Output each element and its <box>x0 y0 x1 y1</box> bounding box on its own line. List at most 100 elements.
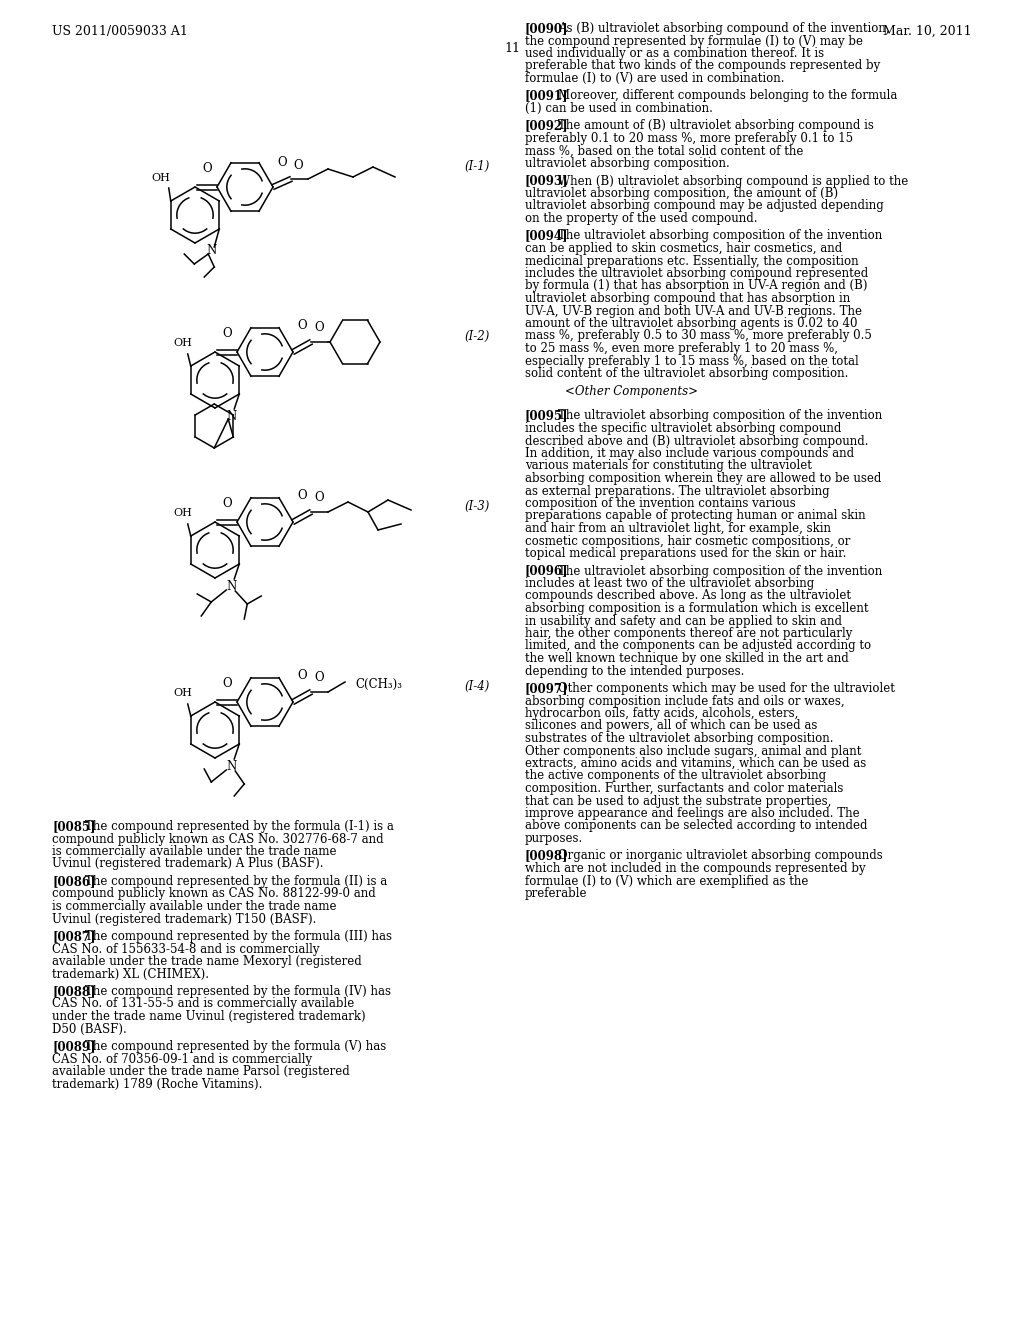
Text: <Other Components>: <Other Components> <box>565 384 698 397</box>
Text: and hair from an ultraviolet light, for example, skin: and hair from an ultraviolet light, for … <box>525 521 831 535</box>
Text: CAS No. of 155633-54-8 and is commercially: CAS No. of 155633-54-8 and is commercial… <box>52 942 319 956</box>
Text: limited, and the components can be adjusted according to: limited, and the components can be adjus… <box>525 639 871 652</box>
Text: OH: OH <box>173 508 193 517</box>
Text: O: O <box>278 156 287 169</box>
Text: medicinal preparations etc. Essentially, the composition: medicinal preparations etc. Essentially,… <box>525 255 859 268</box>
Text: [0096]: [0096] <box>525 565 568 578</box>
Text: [0086]: [0086] <box>52 875 95 888</box>
Text: 11: 11 <box>504 42 520 55</box>
Text: [0093]: [0093] <box>525 174 568 187</box>
Text: US 2011/0059033 A1: US 2011/0059033 A1 <box>52 25 187 38</box>
Text: various materials for constituting the ultraviolet: various materials for constituting the u… <box>525 459 812 473</box>
Text: OH: OH <box>152 173 170 183</box>
Text: preferable: preferable <box>525 887 588 900</box>
Text: OH: OH <box>173 688 193 698</box>
Text: CAS No. of 131-55-5 and is commercially available: CAS No. of 131-55-5 and is commercially … <box>52 998 354 1011</box>
Text: Mar. 10, 2011: Mar. 10, 2011 <box>884 25 972 38</box>
Text: preferably 0.1 to 20 mass %, more preferably 0.1 to 15: preferably 0.1 to 20 mass %, more prefer… <box>525 132 853 145</box>
Text: ultraviolet absorbing compound that has absorption in: ultraviolet absorbing compound that has … <box>525 292 850 305</box>
Text: compounds described above. As long as the ultraviolet: compounds described above. As long as th… <box>525 590 851 602</box>
Text: compound publicly known as CAS No. 88122-99-0 and: compound publicly known as CAS No. 88122… <box>52 887 376 900</box>
Text: O: O <box>297 488 307 502</box>
Text: In addition, it may also include various compounds and: In addition, it may also include various… <box>525 447 854 459</box>
Text: topical medical preparations used for the skin or hair.: topical medical preparations used for th… <box>525 546 847 560</box>
Text: (I-1): (I-1) <box>465 160 490 173</box>
Text: composition. Further, surfactants and color materials: composition. Further, surfactants and co… <box>525 781 844 795</box>
Text: Moreover, different compounds belonging to the formula: Moreover, different compounds belonging … <box>558 90 897 103</box>
Text: includes the ultraviolet absorbing compound represented: includes the ultraviolet absorbing compo… <box>525 267 868 280</box>
Text: hair, the other components thereof are not particularly: hair, the other components thereof are n… <box>525 627 852 640</box>
Text: [0085]: [0085] <box>52 820 95 833</box>
Text: absorbing composition is a formulation which is excellent: absorbing composition is a formulation w… <box>525 602 868 615</box>
Text: The amount of (B) ultraviolet absorbing compound is: The amount of (B) ultraviolet absorbing … <box>558 120 873 132</box>
Text: (I-2): (I-2) <box>465 330 490 343</box>
Text: purposes.: purposes. <box>525 832 584 845</box>
Text: O: O <box>222 498 231 510</box>
Text: O: O <box>297 319 307 333</box>
Text: The ultraviolet absorbing composition of the invention: The ultraviolet absorbing composition of… <box>558 230 882 243</box>
Text: O: O <box>293 158 303 172</box>
Text: The ultraviolet absorbing composition of the invention: The ultraviolet absorbing composition of… <box>558 565 882 578</box>
Text: N: N <box>226 409 237 422</box>
Text: Other components also include sugars, animal and plant: Other components also include sugars, an… <box>525 744 861 758</box>
Text: which are not included in the compounds represented by: which are not included in the compounds … <box>525 862 865 875</box>
Text: by formula (1) that has absorption in UV-A region and (B): by formula (1) that has absorption in UV… <box>525 280 867 293</box>
Text: ultraviolet absorbing compound may be adjusted depending: ultraviolet absorbing compound may be ad… <box>525 199 884 213</box>
Text: substrates of the ultraviolet absorbing composition.: substrates of the ultraviolet absorbing … <box>525 733 834 744</box>
Text: [0089]: [0089] <box>52 1040 95 1053</box>
Text: in usability and safety and can be applied to skin and: in usability and safety and can be appli… <box>525 615 842 627</box>
Text: composition of the invention contains various: composition of the invention contains va… <box>525 498 796 510</box>
Text: silicones and powers, all of which can be used as: silicones and powers, all of which can b… <box>525 719 817 733</box>
Text: OH: OH <box>173 338 193 348</box>
Text: N: N <box>226 759 237 772</box>
Text: used individually or as a combination thereof. It is: used individually or as a combination th… <box>525 48 824 59</box>
Text: N: N <box>226 579 237 593</box>
Text: O: O <box>314 321 324 334</box>
Text: The compound represented by the formula (V) has: The compound represented by the formula … <box>85 1040 386 1053</box>
Text: mass %, based on the total solid content of the: mass %, based on the total solid content… <box>525 144 804 157</box>
Text: can be applied to skin cosmetics, hair cosmetics, and: can be applied to skin cosmetics, hair c… <box>525 242 843 255</box>
Text: O: O <box>314 671 324 684</box>
Text: preferable that two kinds of the compounds represented by: preferable that two kinds of the compoun… <box>525 59 881 73</box>
Text: Uvinul (registered trademark) A Plus (BASF).: Uvinul (registered trademark) A Plus (BA… <box>52 858 324 870</box>
Text: trademark) 1789 (Roche Vitamins).: trademark) 1789 (Roche Vitamins). <box>52 1077 262 1090</box>
Text: as external preparations. The ultraviolet absorbing: as external preparations. The ultraviole… <box>525 484 829 498</box>
Text: the compound represented by formulae (I) to (V) may be: the compound represented by formulae (I)… <box>525 34 863 48</box>
Text: O: O <box>222 327 231 341</box>
Text: solid content of the ultraviolet absorbing composition.: solid content of the ultraviolet absorbi… <box>525 367 848 380</box>
Text: available under the trade name Mexoryl (registered: available under the trade name Mexoryl (… <box>52 954 361 968</box>
Text: [0094]: [0094] <box>525 230 568 243</box>
Text: ultraviolet absorbing composition, the amount of (B): ultraviolet absorbing composition, the a… <box>525 187 838 201</box>
Text: under the trade name Uvinul (registered trademark): under the trade name Uvinul (registered … <box>52 1010 366 1023</box>
Text: cosmetic compositions, hair cosmetic compositions, or: cosmetic compositions, hair cosmetic com… <box>525 535 850 548</box>
Text: includes at least two of the ultraviolet absorbing: includes at least two of the ultraviolet… <box>525 577 814 590</box>
Text: UV-A, UV-B region and both UV-A and UV-B regions. The: UV-A, UV-B region and both UV-A and UV-B… <box>525 305 862 318</box>
Text: the active components of the ultraviolet absorbing: the active components of the ultraviolet… <box>525 770 826 783</box>
Text: extracts, amino acids and vitamins, which can be used as: extracts, amino acids and vitamins, whic… <box>525 756 866 770</box>
Text: Other components which may be used for the ultraviolet: Other components which may be used for t… <box>558 682 895 696</box>
Text: C(CH₃)₃: C(CH₃)₃ <box>355 677 402 690</box>
Text: mass %, preferably 0.5 to 30 mass %, more preferably 0.5: mass %, preferably 0.5 to 30 mass %, mor… <box>525 330 871 342</box>
Text: [0087]: [0087] <box>52 931 95 942</box>
Text: The compound represented by the formula (IV) has: The compound represented by the formula … <box>85 985 391 998</box>
Text: D50 (BASF).: D50 (BASF). <box>52 1023 127 1035</box>
Text: ultraviolet absorbing composition.: ultraviolet absorbing composition. <box>525 157 730 170</box>
Text: O: O <box>314 491 324 504</box>
Text: The ultraviolet absorbing composition of the invention: The ultraviolet absorbing composition of… <box>558 409 882 422</box>
Text: the well known technique by one skilled in the art and: the well known technique by one skilled … <box>525 652 849 665</box>
Text: especially preferably 1 to 15 mass %, based on the total: especially preferably 1 to 15 mass %, ba… <box>525 355 859 367</box>
Text: [0088]: [0088] <box>52 985 95 998</box>
Text: described above and (B) ultraviolet absorbing compound.: described above and (B) ultraviolet abso… <box>525 434 868 447</box>
Text: O: O <box>297 669 307 682</box>
Text: As (B) ultraviolet absorbing compound of the invention,: As (B) ultraviolet absorbing compound of… <box>558 22 890 36</box>
Text: When (B) ultraviolet absorbing compound is applied to the: When (B) ultraviolet absorbing compound … <box>558 174 908 187</box>
Text: The compound represented by the formula (I-1) is a: The compound represented by the formula … <box>85 820 393 833</box>
Text: [0097]: [0097] <box>525 682 568 696</box>
Text: The compound represented by the formula (II) is a: The compound represented by the formula … <box>85 875 387 888</box>
Text: The compound represented by the formula (III) has: The compound represented by the formula … <box>85 931 392 942</box>
Text: compound publicly known as CAS No. 302776-68-7 and: compound publicly known as CAS No. 30277… <box>52 833 384 846</box>
Text: available under the trade name Parsol (registered: available under the trade name Parsol (r… <box>52 1065 350 1078</box>
Text: includes the specific ultraviolet absorbing compound: includes the specific ultraviolet absorb… <box>525 422 842 436</box>
Text: depending to the intended purposes.: depending to the intended purposes. <box>525 664 744 677</box>
Text: is commercially available under the trade name: is commercially available under the trad… <box>52 845 337 858</box>
